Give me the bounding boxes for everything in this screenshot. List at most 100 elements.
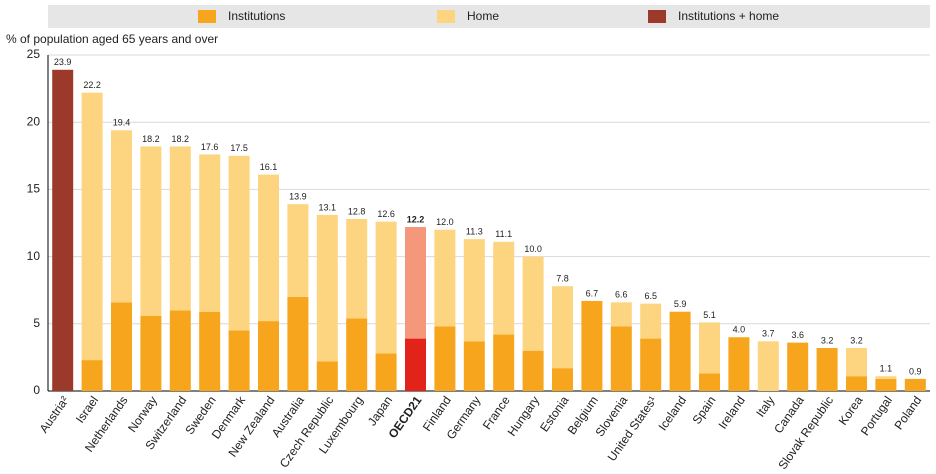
value-label: 12.8	[348, 206, 366, 216]
bar	[111, 302, 132, 391]
bar	[375, 221, 397, 354]
bar	[875, 376, 897, 379]
value-label: 3.2	[850, 335, 863, 345]
bar	[699, 373, 720, 391]
value-label: 12.2	[407, 214, 425, 224]
bar	[493, 241, 515, 335]
y-tick-label: 10	[27, 249, 41, 263]
bar	[228, 330, 250, 391]
bar	[287, 204, 309, 297]
bar	[316, 214, 338, 362]
bar	[610, 302, 632, 327]
value-label: 12.6	[377, 209, 395, 219]
bar	[640, 303, 662, 339]
value-label: 18.2	[142, 134, 160, 144]
bar	[904, 378, 926, 391]
bar	[140, 315, 162, 391]
legend-label: Institutions	[228, 9, 285, 23]
bar	[375, 353, 397, 391]
bar	[81, 360, 103, 391]
bar	[552, 286, 573, 369]
value-label: 17.6	[201, 142, 219, 152]
bar	[199, 311, 221, 391]
bar	[111, 130, 132, 303]
legend-swatch	[437, 10, 455, 23]
value-label: 5.9	[674, 299, 687, 309]
legend-swatch	[198, 10, 216, 23]
y-tick-label: 15	[27, 182, 41, 196]
value-label: 1.1	[880, 364, 893, 374]
bar	[169, 146, 191, 311]
legend-label: Home	[467, 9, 499, 23]
bar	[140, 146, 162, 316]
bar	[405, 338, 426, 391]
x-tick-label: Austria²	[37, 394, 72, 436]
bar	[816, 347, 838, 391]
value-label: 6.5	[644, 291, 657, 301]
x-tick-label: Japan	[365, 394, 395, 429]
bar	[258, 174, 279, 322]
bar	[287, 296, 309, 391]
bar	[434, 326, 456, 391]
legend-swatch	[648, 10, 666, 23]
value-label: 19.4	[113, 118, 131, 128]
bar	[199, 154, 221, 312]
value-label: 4.0	[733, 325, 746, 335]
bar	[463, 341, 485, 391]
bar	[81, 92, 103, 361]
value-label: 12.0	[436, 217, 454, 227]
bar	[728, 337, 750, 391]
bar	[669, 311, 691, 391]
value-label: 13.9	[289, 192, 307, 202]
x-tick-label: Korea	[836, 393, 866, 428]
value-label: 23.9	[54, 57, 72, 67]
value-label: 18.2	[172, 134, 190, 144]
bar	[522, 256, 544, 351]
bar	[846, 347, 867, 377]
bar	[522, 350, 544, 391]
x-tick-label: Italy	[753, 394, 777, 420]
legend-label: Institutions + home	[678, 9, 779, 23]
y-tick-label: 25	[27, 47, 41, 61]
bar	[316, 361, 338, 391]
bar	[493, 334, 515, 391]
bar	[699, 322, 720, 374]
value-label: 17.5	[230, 143, 248, 153]
bar	[757, 341, 779, 391]
value-label: 6.6	[615, 290, 628, 300]
y-axis-label: % of population aged 65 years and over	[6, 32, 218, 46]
value-label: 0.9	[909, 366, 922, 376]
bar	[846, 376, 867, 391]
bar	[875, 378, 897, 391]
bar	[346, 318, 368, 391]
value-label: 13.1	[319, 202, 337, 212]
bar	[405, 227, 426, 339]
bar	[346, 218, 368, 319]
x-tick-label: Iceland	[655, 394, 689, 434]
bar	[463, 239, 485, 342]
legend-band	[48, 5, 930, 28]
bar	[434, 229, 456, 327]
bar	[787, 342, 809, 391]
bar	[640, 338, 662, 391]
value-label: 3.2	[821, 335, 834, 345]
value-label: 10.0	[524, 244, 542, 254]
x-tick-label: Israel	[73, 394, 101, 426]
value-label: 6.7	[586, 288, 599, 298]
bar	[258, 321, 279, 391]
x-tick-label: Poland	[891, 394, 924, 433]
value-label: 7.8	[556, 274, 569, 284]
y-tick-label: 5	[33, 316, 40, 330]
value-label: 22.2	[83, 80, 101, 90]
bar	[610, 326, 632, 391]
x-tick-label: Spain	[689, 394, 718, 427]
y-tick-label: 20	[27, 114, 41, 128]
bar	[552, 368, 573, 391]
bar	[52, 69, 74, 391]
y-tick-label: 0	[33, 383, 40, 397]
value-label: 3.6	[791, 330, 804, 340]
bar	[169, 310, 191, 391]
value-label: 5.1	[703, 310, 716, 320]
value-label: 16.1	[260, 162, 278, 172]
